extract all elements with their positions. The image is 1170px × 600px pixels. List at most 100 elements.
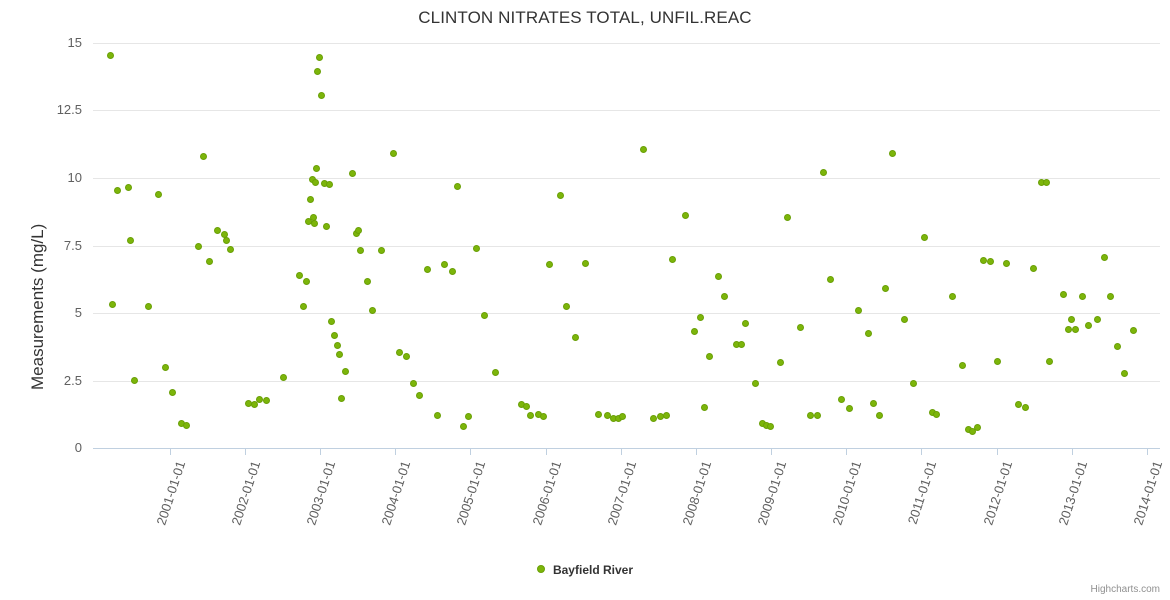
data-point[interactable] [681, 212, 689, 220]
data-point[interactable] [562, 302, 570, 310]
data-point[interactable] [126, 236, 134, 244]
data-point[interactable] [337, 394, 345, 402]
data-point[interactable] [154, 190, 162, 198]
data-point[interactable] [250, 401, 258, 409]
data-point[interactable] [491, 368, 499, 376]
data-point[interactable] [299, 302, 307, 310]
data-point[interactable] [662, 412, 670, 420]
data-point[interactable] [720, 293, 728, 301]
data-point[interactable] [213, 227, 221, 235]
data-point[interactable] [668, 255, 676, 263]
data-point[interactable] [377, 247, 385, 255]
data-point[interactable] [279, 374, 287, 382]
data-point[interactable] [226, 246, 234, 254]
data-point[interactable] [571, 333, 579, 341]
data-point[interactable] [363, 278, 371, 286]
legend-item-bayfield-river[interactable]: Bayfield River [536, 562, 633, 577]
data-point[interactable] [1045, 358, 1053, 366]
data-point[interactable] [522, 402, 530, 410]
data-point[interactable] [1014, 401, 1022, 409]
data-point[interactable] [480, 312, 488, 320]
data-point[interactable] [973, 424, 981, 432]
data-point[interactable] [356, 247, 364, 255]
data-point[interactable] [581, 259, 589, 267]
data-point[interactable] [161, 363, 169, 371]
data-point[interactable] [766, 422, 774, 430]
data-point[interactable] [1120, 370, 1128, 378]
data-point[interactable] [313, 67, 321, 75]
data-point[interactable] [389, 150, 397, 158]
data-point[interactable] [806, 412, 814, 420]
data-point[interactable] [1100, 254, 1108, 262]
data-point[interactable] [881, 285, 889, 293]
data-point[interactable] [322, 223, 330, 231]
data-point[interactable] [312, 165, 320, 173]
data-point[interactable] [464, 413, 472, 421]
data-point[interactable] [783, 213, 791, 221]
data-point[interactable] [813, 412, 821, 420]
data-point[interactable] [1029, 264, 1037, 272]
data-point[interactable] [113, 186, 121, 194]
data-point[interactable] [333, 341, 341, 349]
data-point[interactable] [958, 362, 966, 370]
data-point[interactable] [459, 422, 467, 430]
data-point[interactable] [402, 352, 410, 360]
data-point[interactable] [448, 267, 456, 275]
data-point[interactable] [618, 413, 626, 421]
data-point[interactable] [295, 271, 303, 279]
data-point[interactable] [302, 278, 310, 286]
data-point[interactable] [900, 316, 908, 324]
data-point[interactable] [545, 260, 553, 268]
data-point[interactable] [415, 391, 423, 399]
data-point[interactable] [130, 377, 138, 384]
data-point[interactable] [1042, 178, 1050, 186]
data-point[interactable] [255, 395, 263, 403]
data-point[interactable] [124, 183, 132, 191]
data-point[interactable] [968, 428, 976, 436]
data-point[interactable] [705, 352, 713, 360]
data-point[interactable] [310, 220, 318, 228]
data-point[interactable] [433, 412, 441, 420]
data-point[interactable] [1129, 327, 1137, 335]
data-point[interactable] [1002, 259, 1010, 267]
data-point[interactable] [714, 273, 722, 281]
data-point[interactable] [311, 178, 319, 186]
data-point[interactable] [993, 358, 1001, 366]
data-point[interactable] [1078, 293, 1086, 301]
data-point[interactable] [144, 302, 152, 310]
data-point[interactable] [948, 293, 956, 301]
data-point[interactable] [222, 236, 230, 244]
data-point[interactable] [776, 359, 784, 367]
data-point[interactable] [205, 258, 213, 266]
data-point[interactable] [986, 258, 994, 266]
data-point[interactable] [325, 181, 333, 189]
data-point[interactable] [594, 410, 602, 418]
data-point[interactable] [106, 51, 114, 59]
data-point[interactable] [556, 192, 564, 200]
data-point[interactable] [1106, 293, 1114, 301]
data-point[interactable] [819, 169, 827, 177]
data-point[interactable] [696, 313, 704, 321]
data-point[interactable] [472, 244, 480, 252]
data-point[interactable] [348, 170, 356, 178]
data-point[interactable] [864, 329, 872, 337]
data-point[interactable] [737, 340, 745, 348]
data-point[interactable] [315, 54, 323, 62]
data-point[interactable] [440, 260, 448, 268]
data-point[interactable] [199, 152, 207, 160]
data-point[interactable] [409, 379, 417, 387]
data-point[interactable] [741, 320, 749, 328]
data-point[interactable] [1067, 316, 1075, 324]
data-point[interactable] [920, 233, 928, 241]
data-point[interactable] [354, 227, 362, 235]
data-point[interactable] [979, 256, 987, 264]
data-point[interactable] [395, 348, 403, 356]
data-point[interactable] [854, 306, 862, 314]
data-point[interactable] [932, 410, 940, 418]
data-point[interactable] [1021, 404, 1029, 411]
data-point[interactable] [1064, 325, 1072, 333]
data-point[interactable] [639, 146, 647, 154]
data-point[interactable] [182, 421, 190, 429]
data-point[interactable] [108, 301, 116, 309]
plot-area[interactable] [93, 43, 1160, 448]
